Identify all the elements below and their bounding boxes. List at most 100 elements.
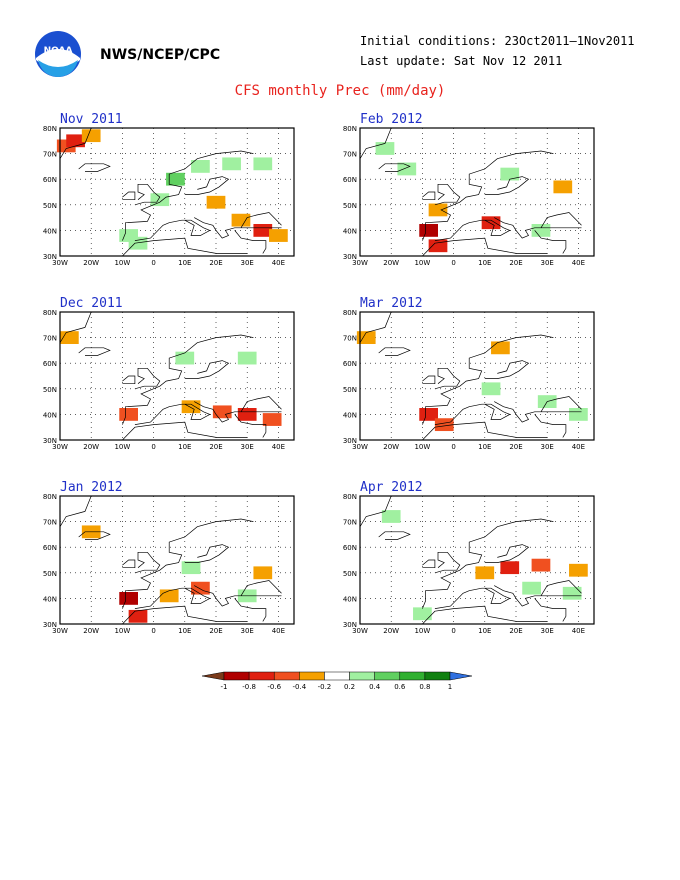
last-update: Last update: Sat Nov 12 2011 [360, 54, 563, 68]
coastline [359, 127, 392, 159]
coastline [540, 396, 582, 412]
x-tick-label: 20E [209, 627, 222, 635]
colorbar-swatch [324, 671, 350, 681]
panel-title-dec-2011: Dec 2011 [60, 296, 123, 311]
anomaly-cell [175, 351, 195, 365]
panel-title-jan-2012: Jan 2012 [60, 480, 123, 495]
anomaly-cell [531, 224, 551, 237]
anomaly-cell [231, 213, 251, 227]
coastline [359, 311, 392, 343]
y-tick-label: 50N [43, 570, 57, 578]
y-tick-label: 30N [43, 621, 57, 629]
map-panel-apr-2012: 80N 70N 60N 50N 40N 30N 30W 20W 10W 0 10E 20E 30E 40E [336, 492, 596, 637]
x-tick-label: 40E [272, 259, 285, 267]
coastline [434, 403, 511, 425]
coastline [484, 360, 530, 379]
coastline [359, 495, 392, 527]
coastline [422, 559, 436, 569]
agency-name: NWS/NCEP/CPC [100, 47, 221, 63]
coastline [122, 605, 248, 625]
coastline [422, 191, 436, 201]
anomaly-cell [375, 142, 395, 155]
coastline [422, 605, 548, 625]
anomaly-cell [491, 341, 510, 355]
x-tick-label: 30W [52, 627, 68, 635]
map-panel-mar-2012: 80N 70N 60N 50N 40N 30N 30W 20W 10W 0 10E 20E 30E 40E [336, 308, 596, 453]
colorbar-swatch [248, 671, 275, 681]
plot-frame [59, 127, 295, 257]
x-tick-label: 20E [209, 259, 222, 267]
colorbar-tick-label: -0.4 [292, 683, 306, 691]
x-tick-label: 0 [151, 443, 155, 451]
coastline [422, 421, 548, 441]
colorbar-swatch [349, 671, 375, 681]
coastline [240, 580, 282, 596]
coastline [434, 183, 461, 206]
x-tick-label: 20E [509, 443, 522, 451]
x-tick-label: 20E [509, 259, 522, 267]
anomaly-cell [522, 581, 541, 595]
x-tick-label: 40E [272, 443, 285, 451]
anomaly-cell [434, 418, 454, 432]
anomaly-cell [150, 193, 170, 207]
coastline [122, 518, 254, 609]
anomaly-cell [119, 408, 138, 421]
y-tick-label: 50N [343, 570, 357, 578]
x-tick-label: 0 [151, 259, 155, 267]
y-tick-label: 50N [43, 386, 57, 394]
x-tick-label: 20W [83, 627, 99, 635]
x-tick-label: 0 [451, 259, 455, 267]
anomaly-cell [119, 592, 138, 605]
y-tick-label: 70N [343, 151, 357, 159]
anomaly-cell [569, 408, 588, 421]
coastline [540, 580, 582, 596]
colorbar-swatch [273, 671, 300, 681]
y-tick-label: 40N [343, 411, 357, 419]
x-tick-label: 20W [83, 443, 99, 451]
x-tick-label: 30E [541, 259, 554, 267]
plot-frame [359, 495, 595, 625]
map-panel-jan-2012: 80N 70N 60N 50N 40N 30N 30W 20W 10W 0 10E 20E 30E 40E [36, 492, 296, 637]
y-tick-label: 70N [43, 335, 57, 343]
map-panel-feb-2012: 80N 70N 60N 50N 40N 30N 30W 20W 10W 0 10E 20E 30E 40E [336, 124, 596, 269]
x-tick-label: 30W [352, 443, 368, 451]
coastline [194, 217, 282, 239]
anomaly-cell [500, 167, 520, 181]
x-tick-label: 20W [383, 627, 399, 635]
anomaly-cell [269, 229, 288, 242]
coastline [122, 150, 254, 241]
y-tick-label: 50N [343, 386, 357, 394]
y-tick-label: 70N [343, 519, 357, 527]
y-tick-label: 60N [343, 544, 357, 552]
x-tick-label: 10E [478, 443, 491, 451]
coastline [234, 230, 267, 254]
colorbar-tick-label: 0.8 [419, 683, 430, 691]
colorbar-swatch [374, 671, 401, 681]
coastline [422, 237, 548, 257]
chart-title: CFS monthly Prec (mm/day) [234, 83, 446, 99]
anomaly-cell [262, 413, 282, 426]
x-tick-label: 10W [114, 627, 130, 635]
colorbar-tick-label: -1 [221, 683, 228, 691]
y-tick-label: 40N [343, 227, 357, 235]
coastline [59, 127, 92, 159]
y-tick-label: 30N [43, 437, 57, 445]
anomaly-cell [66, 134, 85, 148]
color-legend: -1 -0.8 -0.6 -0.4 -0.2 0.2 0.4 0.6 0.8 1 [200, 668, 480, 698]
anomaly-cell [222, 157, 241, 171]
coastline [122, 191, 136, 201]
anomaly-cell [531, 558, 551, 572]
anomaly-cell [553, 180, 573, 194]
coastline [534, 414, 567, 438]
anomaly-cell [253, 157, 273, 171]
colorbar-tick-label: 0.4 [369, 683, 381, 691]
colorbar-tick-label: -0.6 [267, 683, 281, 691]
anomaly-cell [159, 589, 179, 603]
map-panel-nov-2011: 80N 70N 60N 50N 40N 30N 30W 20W 10W 0 10E 20E 30E 40E [36, 124, 296, 269]
coastline [494, 401, 582, 423]
y-tick-label: 40N [43, 595, 57, 603]
colorbar-tick-label: 0.2 [344, 683, 355, 691]
colorbar-swatch [223, 671, 250, 681]
